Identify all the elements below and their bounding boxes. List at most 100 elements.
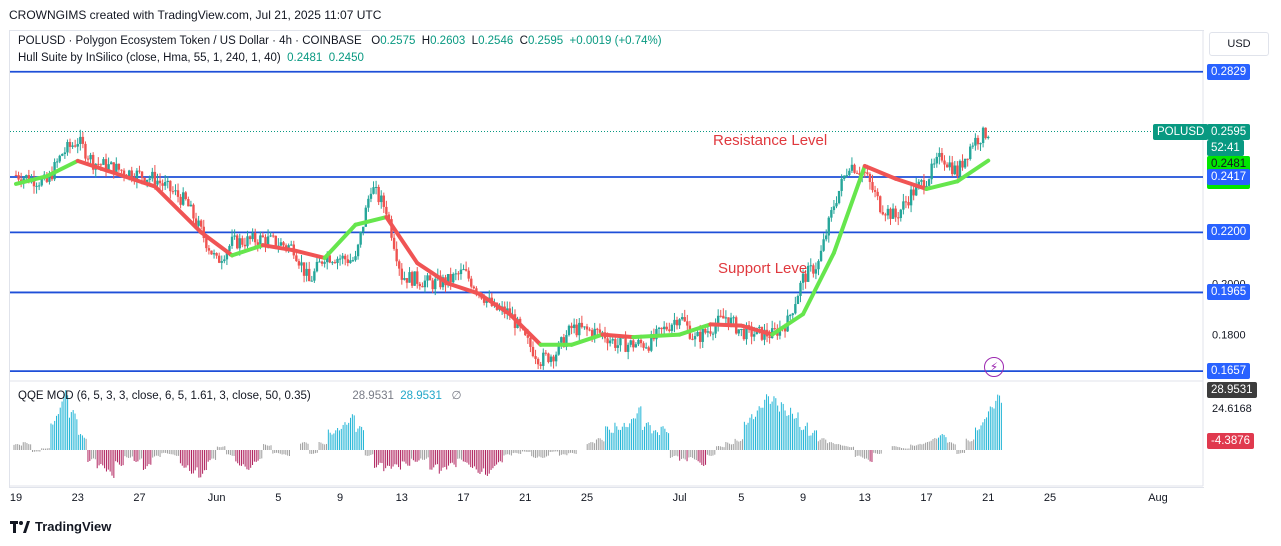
candle-body[interactable] bbox=[398, 261, 401, 269]
candle-body[interactable] bbox=[508, 308, 512, 315]
candle-body[interactable] bbox=[804, 273, 807, 282]
candle-body[interactable] bbox=[794, 304, 797, 314]
candle-body[interactable] bbox=[796, 295, 800, 305]
candle-body[interactable] bbox=[58, 155, 61, 162]
candle-body[interactable] bbox=[642, 343, 645, 348]
candle-body[interactable] bbox=[626, 344, 630, 352]
candle-body[interactable] bbox=[274, 235, 277, 247]
candle-body[interactable] bbox=[969, 146, 972, 160]
candle-body[interactable] bbox=[881, 212, 884, 215]
candle-body[interactable] bbox=[349, 260, 352, 263]
candle-body[interactable] bbox=[891, 208, 895, 219]
candle-body[interactable] bbox=[385, 206, 388, 215]
candle-body[interactable] bbox=[575, 324, 578, 336]
candle-body[interactable] bbox=[686, 321, 689, 326]
candle-body[interactable] bbox=[120, 169, 123, 171]
candle-body[interactable] bbox=[81, 136, 85, 144]
candle-body[interactable] bbox=[32, 177, 36, 187]
candle-body[interactable] bbox=[855, 172, 859, 174]
candle-body[interactable] bbox=[987, 136, 990, 139]
candle-body[interactable] bbox=[938, 152, 941, 157]
candle-body[interactable] bbox=[593, 328, 596, 338]
candle-body[interactable] bbox=[863, 171, 866, 173]
candle-body[interactable] bbox=[791, 313, 794, 316]
candle-body[interactable] bbox=[554, 354, 558, 362]
candle-body[interactable] bbox=[470, 278, 473, 287]
candle-body[interactable] bbox=[979, 143, 982, 145]
candle-body[interactable] bbox=[809, 265, 812, 267]
candle-body[interactable] bbox=[729, 317, 733, 326]
candle-body[interactable] bbox=[248, 236, 252, 240]
candle-body[interactable] bbox=[650, 334, 653, 351]
candle-body[interactable] bbox=[328, 255, 331, 263]
candle-body[interactable] bbox=[578, 322, 581, 336]
candle-body[interactable] bbox=[539, 364, 542, 366]
candle-body[interactable] bbox=[596, 328, 599, 330]
candle-body[interactable] bbox=[912, 189, 915, 196]
candle-body[interactable] bbox=[351, 260, 355, 262]
candle-body[interactable] bbox=[945, 164, 949, 168]
candle-body[interactable] bbox=[981, 127, 985, 144]
candle-body[interactable] bbox=[899, 209, 902, 218]
candle-body[interactable] bbox=[884, 214, 887, 216]
candle-body[interactable] bbox=[606, 338, 609, 344]
candle-body[interactable] bbox=[639, 339, 643, 344]
candle-body[interactable] bbox=[644, 347, 648, 349]
candle-body[interactable] bbox=[359, 231, 362, 245]
candle-body[interactable] bbox=[868, 173, 872, 183]
candle-body[interactable] bbox=[207, 248, 211, 251]
candle-body[interactable] bbox=[472, 286, 476, 289]
candle-body[interactable] bbox=[225, 251, 229, 260]
candle-body[interactable] bbox=[464, 269, 468, 271]
candle-body[interactable] bbox=[835, 203, 838, 207]
candle-body[interactable] bbox=[547, 353, 550, 363]
candle-body[interactable] bbox=[572, 324, 576, 329]
candle-body[interactable] bbox=[246, 236, 249, 247]
candle-body[interactable] bbox=[675, 319, 679, 326]
candle-body[interactable] bbox=[405, 278, 409, 283]
candle-body[interactable] bbox=[364, 207, 368, 227]
candle-body[interactable] bbox=[457, 273, 460, 275]
candle-body[interactable] bbox=[814, 269, 818, 274]
candle-body[interactable] bbox=[86, 158, 90, 160]
candle-body[interactable] bbox=[624, 337, 627, 352]
candle-body[interactable] bbox=[943, 160, 946, 165]
qqe-legend[interactable]: QQE MOD (6, 5, 3, 3, close, 6, 5, 1.61, … bbox=[18, 388, 461, 402]
candle-body[interactable] bbox=[153, 171, 157, 185]
candle-body[interactable] bbox=[266, 236, 270, 246]
candle-body[interactable] bbox=[243, 244, 247, 247]
candle-body[interactable] bbox=[876, 191, 879, 197]
candle-body[interactable] bbox=[37, 185, 41, 187]
candle-body[interactable] bbox=[199, 220, 203, 227]
candle-body[interactable] bbox=[326, 255, 329, 263]
candle-body[interactable] bbox=[542, 352, 545, 366]
candle-body[interactable] bbox=[66, 141, 69, 153]
candle-body[interactable] bbox=[362, 226, 365, 232]
candle-body[interactable] bbox=[462, 269, 465, 271]
candle-body[interactable] bbox=[181, 192, 185, 205]
candle-body[interactable] bbox=[428, 275, 432, 281]
candle-body[interactable] bbox=[117, 163, 121, 170]
candle-body[interactable] bbox=[909, 189, 913, 206]
candle-body[interactable] bbox=[264, 237, 267, 246]
candle-body[interactable] bbox=[570, 325, 573, 329]
candle-body[interactable] bbox=[97, 163, 100, 165]
candle-body[interactable] bbox=[531, 346, 535, 357]
candle-body[interactable] bbox=[632, 340, 635, 348]
candle-body[interactable] bbox=[215, 253, 218, 256]
candle-body[interactable] bbox=[866, 172, 869, 174]
candle-body[interactable] bbox=[192, 204, 195, 219]
candle-body[interactable] bbox=[171, 191, 175, 193]
candle-body[interactable] bbox=[287, 245, 290, 249]
candle-body[interactable] bbox=[176, 190, 180, 197]
candle-body[interactable] bbox=[678, 319, 681, 326]
candle-body[interactable] bbox=[701, 328, 704, 342]
candle-body[interactable] bbox=[956, 165, 959, 177]
candle-body[interactable] bbox=[184, 192, 187, 200]
candle-body[interactable] bbox=[670, 324, 674, 331]
candle-body[interactable] bbox=[174, 190, 177, 192]
candle-body[interactable] bbox=[475, 288, 478, 293]
candle-body[interactable] bbox=[953, 165, 957, 175]
candle-body[interactable] bbox=[879, 196, 882, 213]
